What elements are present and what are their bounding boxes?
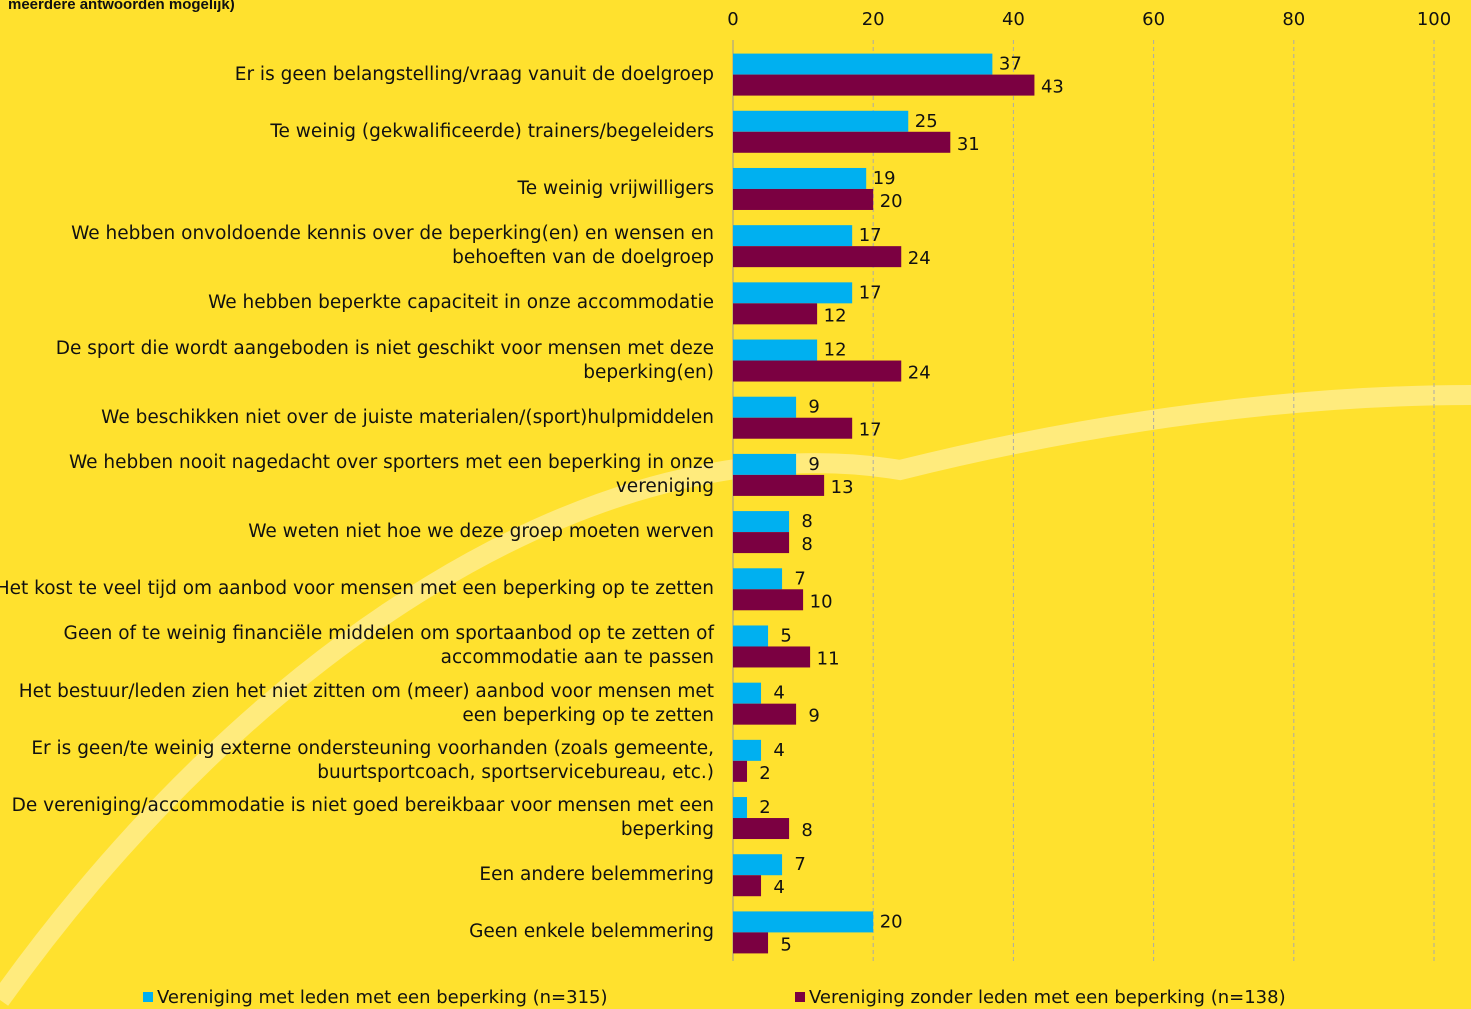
bar [733,589,803,610]
value-label: 25 [915,111,938,132]
value-label: 10 [810,591,833,612]
y-tick-label: Er is geen belangstelling/vraag vanuit d… [0,63,714,87]
y-tick-label: De vereniging/accommodatie is niet goed … [0,794,714,842]
bar [733,454,796,475]
bar [733,111,908,132]
bar [733,532,789,553]
y-tick-label: We hebben beperkte capaciteit in onze ac… [0,291,714,315]
x-tick-label: 100 [1417,9,1451,30]
x-tick-label: 80 [1282,9,1305,30]
y-tick-label: Het kost te veel tijd om aanbod voor men… [0,577,714,601]
bar [733,418,852,439]
bar [733,568,782,589]
bar [733,646,810,667]
y-tick-label: Een andere belemmering [0,863,714,887]
bar [733,397,796,418]
bar [733,683,761,704]
y-tick-label: We weten niet hoe we deze groep moeten w… [0,520,714,544]
legend-swatch [143,992,153,1002]
bar [733,911,873,932]
x-tick-label: 40 [1002,9,1025,30]
value-label: 2 [759,763,770,784]
value-label: 13 [831,477,854,498]
bar [733,282,852,303]
value-label: 17 [859,282,882,303]
page: 0204060801003743253119201724171212249179… [0,0,1471,1009]
value-label: 31 [957,134,980,155]
bar [733,75,1034,96]
value-label: 9 [808,454,819,475]
chart-title: meerdere antwoorden mogelijk) [8,0,235,13]
value-label: 4 [773,740,784,761]
bar [733,797,747,818]
value-label: 4 [773,877,784,898]
value-label: 9 [808,706,819,727]
value-label: 7 [794,568,805,589]
bar [733,932,768,953]
value-label: 8 [801,511,812,532]
bar [733,875,761,896]
value-label: 17 [859,420,882,441]
value-label: 9 [808,397,819,418]
bar [733,54,992,75]
value-label: 4 [773,683,784,704]
legend-label: Vereniging zonder leden met een beperkin… [809,987,1286,1008]
bar [733,625,768,646]
value-label: 5 [780,625,791,646]
value-label: 24 [908,363,931,384]
value-label: 12 [824,340,847,361]
y-tick-label: De sport die wordt aangeboden is niet ge… [0,337,714,385]
y-tick-label: Geen of te weinig financiële middelen om… [0,622,714,670]
bar [733,818,789,839]
value-label: 17 [859,225,882,246]
bar [733,740,761,761]
value-label: 12 [824,305,847,326]
value-label: 19 [873,168,896,189]
value-label: 5 [780,934,791,955]
bar [733,475,824,496]
bar [733,303,817,324]
y-tick-label: We beschikken niet over de juiste materi… [0,406,714,430]
value-label: 24 [908,248,931,269]
y-tick-label: Geen enkele belemmering [0,920,714,944]
legend-label: Vereniging met leden met een beperking (… [157,987,608,1008]
x-tick-label: 60 [1142,9,1165,30]
value-label: 2 [759,797,770,818]
bar [733,854,782,875]
bar [733,246,901,267]
y-tick-label: We hebben nooit nagedacht over sporters … [0,451,714,499]
value-label: 11 [817,648,840,669]
value-label: 43 [1041,77,1064,98]
y-tick-label: We hebben onvoldoende kennis over de bep… [0,222,714,270]
bar [733,511,789,532]
chart: 0204060801003743253119201724171212249179… [0,0,1471,1009]
value-label: 20 [880,191,903,212]
value-label: 8 [801,820,812,841]
y-tick-label: Te weinig vrijwilligers [0,177,714,201]
y-tick-label: Te weinig (gekwalificeerde) trainers/beg… [0,120,714,144]
bar [733,704,796,725]
bar [733,340,817,361]
bar [733,189,873,210]
x-tick-label: 0 [727,9,738,30]
bar [733,361,901,382]
y-tick-label: Het bestuur/leden zien het niet zitten o… [0,680,714,728]
value-label: 37 [999,54,1022,75]
value-label: 7 [794,854,805,875]
bar [733,168,866,189]
bar [733,761,747,782]
legend-swatch [795,992,805,1002]
x-tick-label: 20 [862,9,885,30]
bar [733,225,852,246]
y-tick-label: Er is geen/te weinig externe ondersteuni… [0,737,714,785]
value-label: 8 [801,534,812,555]
value-label: 20 [880,911,903,932]
bar [733,132,950,153]
